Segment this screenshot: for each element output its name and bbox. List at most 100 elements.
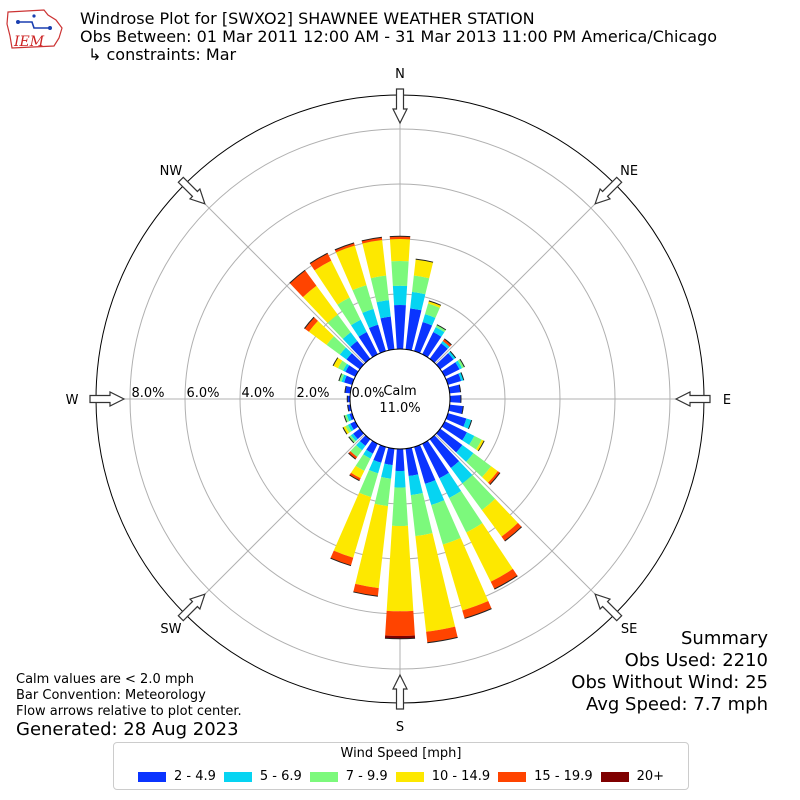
windrose-bar-segment [448, 404, 464, 414]
direction-arrow [177, 176, 206, 205]
windrose-bar-segment [384, 635, 416, 639]
summary-obs-without-wind: Obs Without Wind: 25 [571, 672, 768, 693]
generated-date: Generated: 28 Aug 2023 [16, 719, 239, 740]
windrose-bar-segment [333, 492, 372, 558]
legend-swatch [498, 771, 527, 782]
windrose-bar-segment [449, 491, 483, 533]
windrose-bar-segment [304, 317, 318, 332]
windrose-bar-tip [309, 252, 328, 264]
windrose-bar-segment [455, 360, 463, 370]
windrose-bar-segment [359, 470, 379, 498]
grid-spoke [184, 183, 365, 364]
legend-swatch [600, 771, 629, 782]
windrose-bar-segment [344, 414, 350, 423]
windrose-bar-tip [332, 357, 339, 366]
windrose-bar-segment [330, 550, 354, 566]
windrose-bar-segment [335, 245, 367, 291]
ring-label: 2.0% [296, 386, 329, 401]
windrose-bar-segment [442, 338, 452, 347]
windrose-bar-tip [415, 258, 434, 263]
windrose-bar-segment [326, 336, 346, 355]
windrose-bar-segment [344, 385, 352, 394]
windrose-bar-segment [501, 522, 522, 542]
windrose-bar-segment [352, 285, 374, 313]
windrose-bar-segment [349, 413, 355, 421]
windrose-bar-segment [338, 373, 345, 382]
windrose-bar-segment [389, 239, 411, 262]
windrose-bar-tip [304, 316, 315, 329]
logo-text: IEM [13, 34, 45, 50]
legend-item: 10 - 14.9 [395, 769, 491, 784]
windrose-bar-segment [386, 525, 414, 612]
windrose-bar-tip [289, 269, 306, 284]
windrose-bar-segment [334, 242, 355, 253]
windrose-bar-tip [342, 427, 348, 435]
windrose-bar-segment [368, 459, 382, 474]
windrose-bar-segment [346, 413, 352, 422]
direction-arrow [177, 593, 206, 622]
windrose-bar-segment [462, 601, 492, 619]
windrose-bar-segment [345, 424, 352, 433]
windrose-bar-segment [391, 261, 409, 286]
legend-label: 10 - 14.9 [431, 769, 491, 784]
windrose-overlay: Calm 11.0%0.0% 2.0% 4.0% 6.0% 8.0% N NE E SE S SW W N… [66, 67, 732, 735]
grid-spoke [435, 434, 616, 615]
windrose-bar-tip [461, 406, 464, 415]
windrose-bar-segment [380, 316, 395, 351]
windrose-bar-segment [344, 375, 355, 385]
windrose-bar-segment [353, 428, 364, 440]
windrose-bar-segment [342, 332, 358, 347]
windrose-bar-segment [405, 447, 419, 477]
legend-items: 2 - 4.9 5 - 6.9 7 - 9.9 10 - 14.9 15 - 19.9 2… [114, 769, 688, 784]
windrose-bar-segment [428, 300, 441, 308]
legend-label: 20+ [636, 769, 665, 784]
legend-swatch [223, 771, 252, 782]
windrose-bar-segment [395, 448, 405, 471]
legend-title: Wind Speed [mph] [340, 746, 462, 761]
windrose-bar-segment [350, 421, 359, 430]
iem-logo: IEM [6, 9, 63, 50]
windrose-bar-segment [439, 472, 462, 498]
windrose-bar-segment [347, 395, 351, 403]
windrose-bar-segment [333, 357, 343, 369]
grid-spoke [435, 183, 616, 364]
summary-panel: Summary Obs Used: 2210 Obs Without Wind:… [571, 628, 768, 716]
windrose-bar-segment [441, 341, 450, 349]
chart-constraints: ↳ constraints: Mar [88, 45, 237, 64]
direction-label: S [396, 720, 404, 735]
windrose-bar-tip [330, 557, 352, 567]
windrose-bar-tip [348, 436, 355, 444]
legend-swatch [309, 771, 338, 782]
windrose-bar-segment [394, 305, 406, 350]
legend-item: 2 - 4.9 [137, 769, 216, 784]
windrose-bar-segment [392, 285, 408, 306]
windrose-bar-segment [448, 384, 461, 394]
note-calm: Calm values are < 2.0 mph [16, 672, 195, 687]
legend-swatch [395, 771, 424, 782]
windrose-bar-segment [394, 470, 406, 488]
direction-arrow [674, 391, 711, 407]
direction-label: SE [621, 622, 637, 637]
direction-label: SW [160, 622, 181, 637]
windrose-bar-segment [466, 453, 492, 478]
windrose-bar-tip [504, 526, 523, 542]
windrose-bar-segment [436, 428, 463, 453]
direction-label: N [395, 67, 405, 82]
windrose-bar-tip [459, 358, 465, 368]
summary-heading: Summary [681, 628, 768, 649]
windrose-bar-tip [477, 440, 485, 452]
windrose-bar-segment [431, 500, 461, 545]
windrose-bar-segment [346, 353, 364, 370]
windrose-bar-segment [410, 493, 433, 537]
windrose-bar-tip [427, 636, 458, 644]
windrose-bar-segment [355, 454, 371, 471]
windrose-bar-tip [460, 372, 465, 381]
windrose-bar-segment [362, 239, 387, 279]
windrose-bar-segment [422, 314, 436, 326]
summary-avg-speed: Avg Speed: 7.7 mph [586, 694, 768, 715]
windrose-bar-segment [362, 308, 379, 328]
windrose-bar-segment [342, 426, 350, 435]
windrose-bar-segment [337, 297, 361, 326]
windrose-bar-segment [351, 319, 367, 337]
